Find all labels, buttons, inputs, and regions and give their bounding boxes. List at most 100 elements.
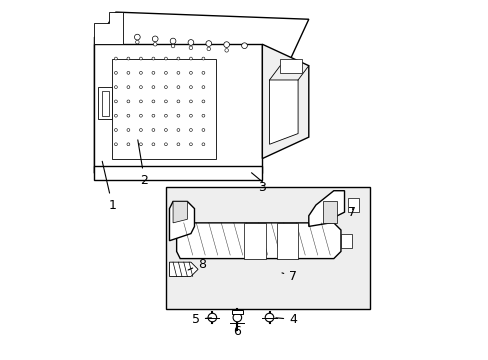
Text: 7: 7	[347, 206, 355, 219]
Text: 4: 4	[275, 313, 296, 326]
Circle shape	[114, 114, 117, 117]
Text: 5: 5	[191, 313, 211, 326]
Circle shape	[139, 129, 142, 131]
Text: 8: 8	[188, 257, 205, 270]
Polygon shape	[94, 44, 262, 173]
Circle shape	[139, 100, 142, 103]
Circle shape	[153, 42, 157, 46]
Circle shape	[114, 129, 117, 131]
Circle shape	[177, 57, 180, 60]
Circle shape	[202, 57, 204, 60]
Text: 7: 7	[282, 270, 297, 283]
Circle shape	[164, 57, 167, 60]
Circle shape	[207, 313, 216, 322]
Circle shape	[139, 71, 142, 74]
Circle shape	[177, 129, 180, 131]
Polygon shape	[94, 12, 123, 44]
Circle shape	[202, 143, 204, 146]
Polygon shape	[169, 202, 194, 241]
Circle shape	[233, 313, 241, 322]
Circle shape	[224, 49, 228, 52]
Circle shape	[177, 71, 180, 74]
Circle shape	[139, 114, 142, 117]
Circle shape	[152, 114, 155, 117]
Circle shape	[264, 313, 273, 322]
Circle shape	[177, 114, 180, 117]
Circle shape	[127, 129, 130, 131]
Circle shape	[189, 114, 192, 117]
Circle shape	[189, 57, 192, 60]
Text: 3: 3	[258, 181, 266, 194]
Circle shape	[202, 129, 204, 131]
Polygon shape	[262, 44, 308, 158]
Circle shape	[152, 100, 155, 103]
Circle shape	[170, 38, 176, 44]
Circle shape	[171, 44, 175, 48]
Polygon shape	[347, 198, 358, 212]
Polygon shape	[173, 202, 187, 223]
Circle shape	[177, 86, 180, 89]
Polygon shape	[176, 223, 340, 258]
Circle shape	[152, 36, 158, 42]
Text: 1: 1	[102, 161, 116, 212]
Circle shape	[189, 143, 192, 146]
Circle shape	[189, 46, 192, 50]
Circle shape	[127, 71, 130, 74]
Circle shape	[139, 57, 142, 60]
Circle shape	[164, 71, 167, 74]
Circle shape	[177, 100, 180, 103]
Circle shape	[114, 86, 117, 89]
Circle shape	[118, 37, 121, 41]
Circle shape	[152, 129, 155, 131]
Polygon shape	[269, 80, 298, 144]
Circle shape	[114, 57, 117, 60]
Polygon shape	[280, 59, 301, 73]
Polygon shape	[340, 234, 351, 248]
Circle shape	[206, 47, 210, 51]
Polygon shape	[112, 59, 216, 158]
Circle shape	[189, 71, 192, 74]
Circle shape	[189, 129, 192, 131]
Circle shape	[164, 86, 167, 89]
Circle shape	[164, 129, 167, 131]
Circle shape	[127, 100, 130, 103]
Bar	[165, 187, 369, 309]
Polygon shape	[98, 87, 112, 119]
Circle shape	[202, 114, 204, 117]
Circle shape	[152, 86, 155, 89]
Circle shape	[116, 31, 122, 36]
Polygon shape	[94, 166, 262, 180]
Circle shape	[114, 71, 117, 74]
Circle shape	[164, 114, 167, 117]
Circle shape	[139, 86, 142, 89]
Polygon shape	[276, 223, 298, 258]
Circle shape	[164, 143, 167, 146]
Polygon shape	[169, 262, 198, 276]
Polygon shape	[94, 37, 108, 173]
Text: 2: 2	[138, 140, 148, 186]
Circle shape	[189, 86, 192, 89]
Circle shape	[177, 143, 180, 146]
Circle shape	[152, 57, 155, 60]
Polygon shape	[244, 223, 265, 258]
Polygon shape	[102, 91, 108, 116]
Circle shape	[127, 86, 130, 89]
Circle shape	[152, 71, 155, 74]
Polygon shape	[323, 202, 337, 223]
Circle shape	[205, 41, 211, 46]
Circle shape	[114, 100, 117, 103]
Circle shape	[224, 42, 229, 48]
Circle shape	[134, 34, 140, 40]
Circle shape	[189, 100, 192, 103]
Circle shape	[114, 143, 117, 146]
Circle shape	[135, 40, 139, 44]
Circle shape	[127, 143, 130, 146]
Polygon shape	[308, 191, 344, 226]
Circle shape	[127, 114, 130, 117]
Circle shape	[152, 143, 155, 146]
Circle shape	[202, 86, 204, 89]
Circle shape	[188, 40, 193, 45]
Circle shape	[164, 100, 167, 103]
Circle shape	[202, 71, 204, 74]
Text: 6: 6	[233, 325, 241, 338]
